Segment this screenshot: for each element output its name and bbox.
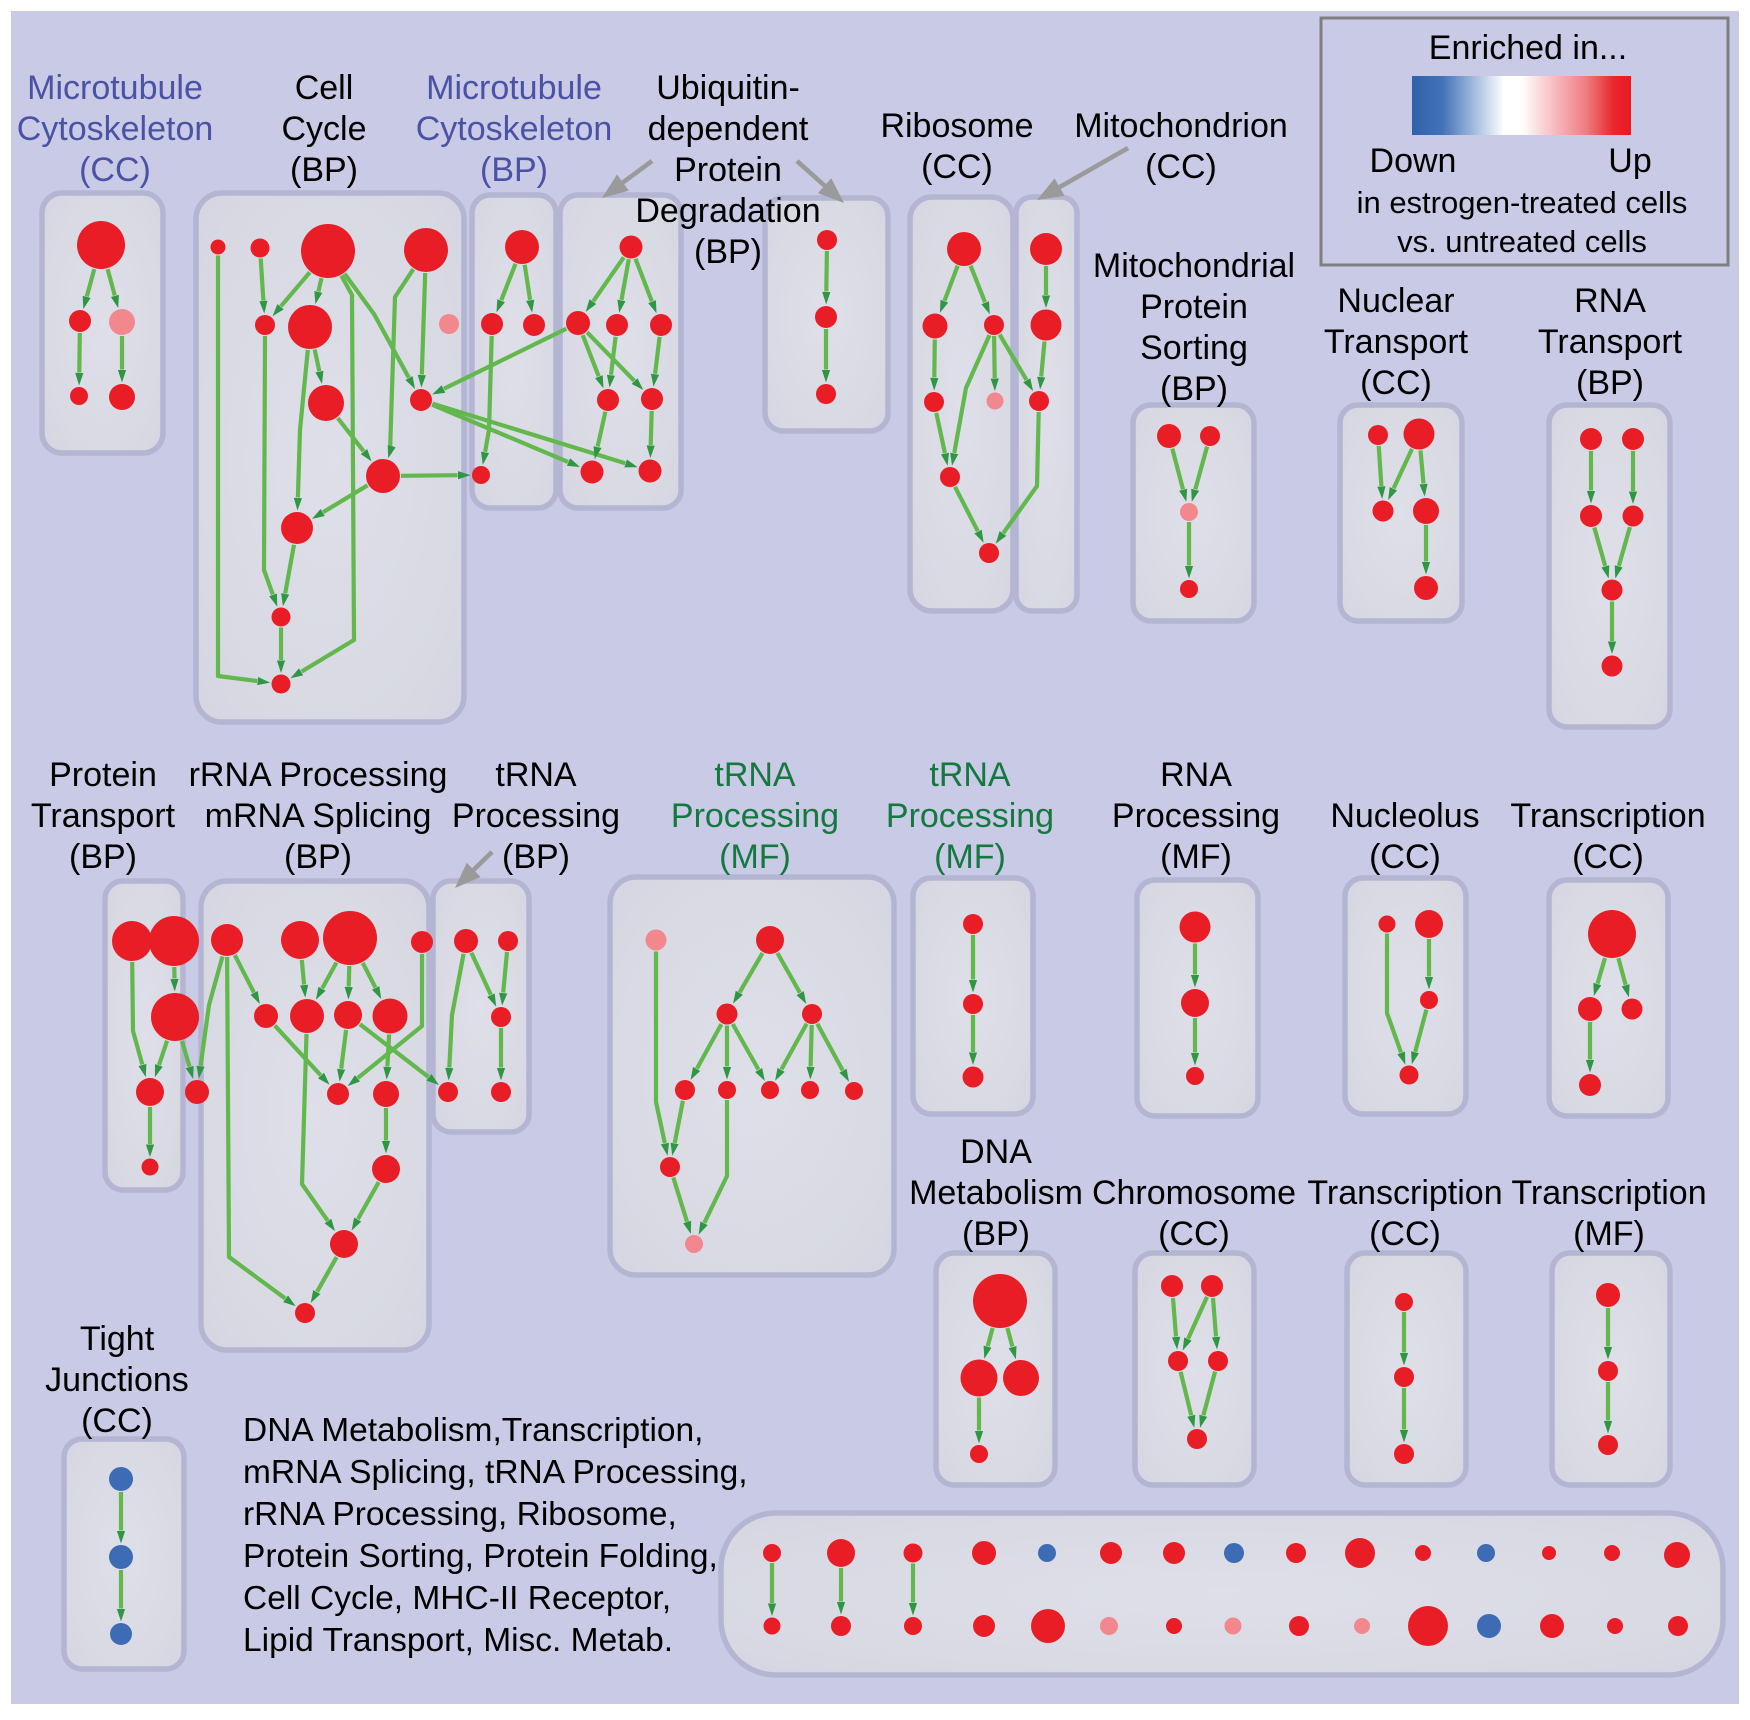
svg-text:in estrogen-treated cells: in estrogen-treated cells <box>1357 185 1688 220</box>
svg-text:Enriched in...: Enriched in... <box>1429 29 1627 67</box>
svg-text:(CC): (CC) <box>1158 1215 1230 1253</box>
svg-text:Chromosome: Chromosome <box>1092 1174 1296 1212</box>
svg-text:RNA: RNA <box>1574 282 1646 320</box>
svg-text:(BP): (BP) <box>962 1215 1030 1253</box>
svg-text:Processing: Processing <box>1112 797 1280 835</box>
svg-text:Tight: Tight <box>80 1320 155 1358</box>
svg-text:Protein: Protein <box>49 756 157 794</box>
svg-text:Ribosome: Ribosome <box>880 107 1033 145</box>
svg-text:Transcription: Transcription <box>1510 797 1705 835</box>
svg-text:(MF): (MF) <box>934 838 1006 876</box>
svg-text:tRNA: tRNA <box>929 756 1011 794</box>
svg-text:RNA: RNA <box>1160 756 1232 794</box>
svg-text:(BP): (BP) <box>694 233 762 271</box>
svg-text:(CC): (CC) <box>1369 838 1441 876</box>
svg-text:Transcription: Transcription <box>1511 1174 1706 1212</box>
svg-text:(MF): (MF) <box>719 838 791 876</box>
svg-text:dependent: dependent <box>648 110 809 148</box>
svg-text:Mitochondrion: Mitochondrion <box>1074 107 1288 145</box>
svg-text:(CC): (CC) <box>1572 838 1644 876</box>
svg-text:Degradation: Degradation <box>635 192 820 230</box>
svg-text:Sorting: Sorting <box>1140 329 1248 367</box>
svg-text:Down: Down <box>1370 142 1457 180</box>
svg-text:Transport: Transport <box>1538 323 1683 361</box>
svg-text:tRNA: tRNA <box>714 756 796 794</box>
svg-text:(BP): (BP) <box>290 151 358 189</box>
svg-text:Microtubule: Microtubule <box>426 69 602 107</box>
svg-text:mRNA Splicing: mRNA Splicing <box>205 797 432 835</box>
svg-text:Cell: Cell <box>295 69 354 107</box>
svg-text:Protein: Protein <box>1140 288 1248 326</box>
svg-text:Cytoskeleton: Cytoskeleton <box>416 110 613 148</box>
svg-text:(CC): (CC) <box>921 148 993 186</box>
svg-text:Protein Sorting, Protein Foldi: Protein Sorting, Protein Folding, <box>243 1538 718 1575</box>
svg-text:Processing: Processing <box>671 797 839 835</box>
svg-text:Nucleolus: Nucleolus <box>1330 797 1479 835</box>
svg-text:(BP): (BP) <box>284 838 352 876</box>
svg-text:Lipid Transport, Misc. Metab.: Lipid Transport, Misc. Metab. <box>243 1622 673 1659</box>
svg-text:Cytoskeleton: Cytoskeleton <box>17 110 214 148</box>
svg-text:(BP): (BP) <box>502 838 570 876</box>
svg-text:Transport: Transport <box>31 797 176 835</box>
svg-text:(CC): (CC) <box>1360 364 1432 402</box>
svg-text:rRNA Processing: rRNA Processing <box>189 756 448 794</box>
svg-text:vs. untreated cells: vs. untreated cells <box>1397 224 1647 259</box>
svg-text:Cell Cycle, MHC-II Receptor,: Cell Cycle, MHC-II Receptor, <box>243 1580 671 1617</box>
svg-text:(MF): (MF) <box>1573 1215 1645 1253</box>
svg-text:(BP): (BP) <box>1160 370 1228 408</box>
svg-text:Ubiquitin-: Ubiquitin- <box>656 69 800 107</box>
svg-text:(CC): (CC) <box>79 151 151 189</box>
svg-text:Microtubule: Microtubule <box>27 69 203 107</box>
svg-text:DNA Metabolism,Transcription,: DNA Metabolism,Transcription, <box>243 1412 703 1449</box>
svg-text:(BP): (BP) <box>480 151 548 189</box>
svg-text:mRNA Splicing, tRNA Processing: mRNA Splicing, tRNA Processing, <box>243 1454 748 1491</box>
svg-text:Nuclear: Nuclear <box>1337 282 1454 320</box>
svg-text:Processing: Processing <box>452 797 620 835</box>
svg-text:DNA: DNA <box>960 1133 1032 1171</box>
svg-text:Mitochondrial: Mitochondrial <box>1093 247 1295 285</box>
svg-text:(MF): (MF) <box>1160 838 1232 876</box>
svg-text:(BP): (BP) <box>1576 364 1644 402</box>
svg-text:(CC): (CC) <box>1369 1215 1441 1253</box>
svg-text:(BP): (BP) <box>69 838 137 876</box>
svg-text:Cycle: Cycle <box>281 110 366 148</box>
svg-text:Metabolism: Metabolism <box>909 1174 1083 1212</box>
svg-text:tRNA: tRNA <box>495 756 577 794</box>
svg-text:Junctions: Junctions <box>45 1361 189 1399</box>
svg-text:Transport: Transport <box>1324 323 1469 361</box>
svg-text:(CC): (CC) <box>1145 148 1217 186</box>
svg-text:(CC): (CC) <box>81 1402 153 1440</box>
svg-text:Protein: Protein <box>674 151 782 189</box>
svg-text:Up: Up <box>1608 142 1651 180</box>
svg-text:Processing: Processing <box>886 797 1054 835</box>
svg-text:rRNA Processing, Ribosome,: rRNA Processing, Ribosome, <box>243 1496 677 1533</box>
svg-text:Transcription: Transcription <box>1307 1174 1502 1212</box>
